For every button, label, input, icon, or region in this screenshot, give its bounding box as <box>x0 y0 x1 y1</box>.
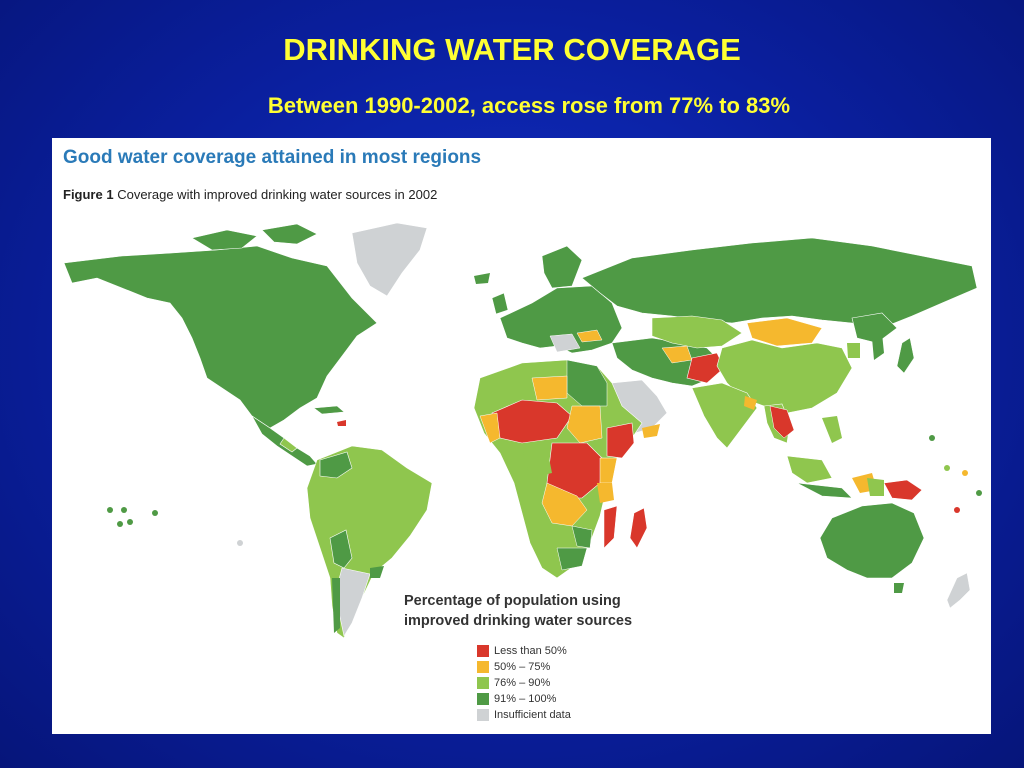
north-america <box>63 245 378 429</box>
legend-title-line1: Percentage of population using <box>404 593 621 609</box>
greenland <box>351 222 428 297</box>
legend-item-label: Insufficient data <box>494 709 571 721</box>
legend-swatch <box>477 709 489 721</box>
map-legend: Percentage of population using improved … <box>404 591 632 723</box>
figure-caption: Figure 1 Coverage with improved drinking… <box>63 187 437 202</box>
figure-caption-text: Coverage with improved drinking water so… <box>117 187 438 202</box>
slide-title: DRINKING WATER COVERAGE <box>283 32 741 67</box>
legend-item: Insufficient data <box>477 707 632 723</box>
russia <box>581 237 978 329</box>
legend-list: Less than 50% 50% – 75% 76% – 90% 91% – … <box>477 643 632 723</box>
india <box>691 382 758 449</box>
figure-caption-prefix: Figure 1 <box>63 187 114 202</box>
australia <box>819 502 925 579</box>
madagascar <box>629 507 648 549</box>
legend-item-label: 50% – 75% <box>494 661 551 673</box>
legend-item: 76% – 90% <box>477 675 632 691</box>
legend-item-label: Less than 50% <box>494 645 567 657</box>
legend-swatch <box>477 677 489 689</box>
legend-item-label: 76% – 90% <box>494 677 551 689</box>
legend-item: Less than 50% <box>477 643 632 659</box>
legend-item: 91% – 100% <box>477 691 632 707</box>
legend-item: 50% – 75% <box>477 659 632 675</box>
world-map <box>63 222 982 639</box>
argentina <box>337 567 371 637</box>
map-figure-panel: Good water coverage attained in most reg… <box>52 138 991 734</box>
slide-subtitle: Between 1990-2002, access rose from 77% … <box>267 93 791 118</box>
legend-item-label: 91% – 100% <box>494 693 557 705</box>
mongolia <box>746 317 823 347</box>
china <box>716 339 853 414</box>
legend-swatch <box>477 661 489 673</box>
legend-title-line2: improved drinking water sources <box>404 613 633 629</box>
legend-swatch <box>477 693 489 705</box>
papua-new-guinea <box>883 479 923 501</box>
figure-heading: Good water coverage attained in most reg… <box>63 147 482 168</box>
legend-swatch <box>477 645 489 657</box>
